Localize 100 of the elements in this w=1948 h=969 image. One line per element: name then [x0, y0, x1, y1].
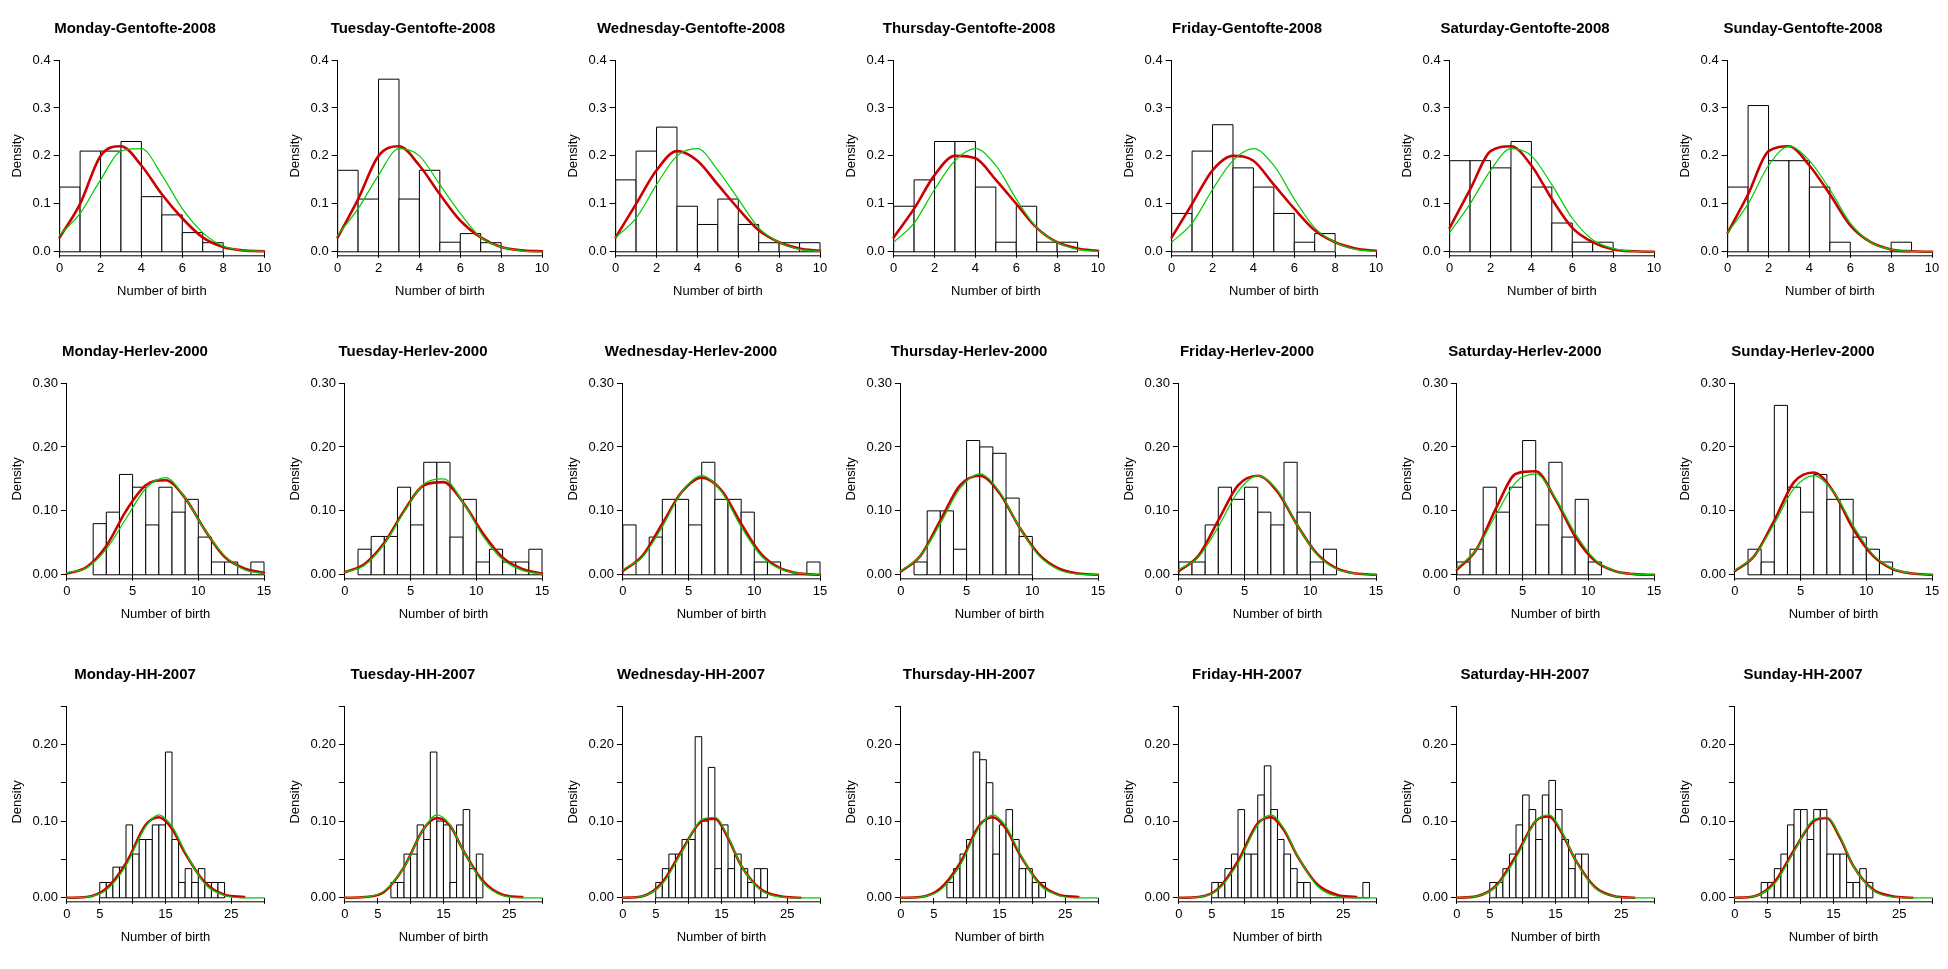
y-tick-label: 0.00	[1144, 566, 1170, 582]
x-tick-label: 25	[1335, 906, 1351, 922]
x-tick-label: 10	[1859, 583, 1874, 599]
y-tick-label: 0.10	[1422, 502, 1448, 518]
y-axis-title: Density	[1399, 456, 1415, 501]
y-tick-label: 0.10	[588, 502, 614, 518]
y-tick-label: 0.30	[32, 374, 58, 390]
y-tick-label: 0.4	[1144, 51, 1163, 67]
x-tick-label: 15	[714, 906, 729, 922]
chart-title: Monday-Gentofte-2008	[54, 19, 216, 37]
chart-title: Sunday-Herlev-2000	[1731, 342, 1875, 360]
x-tick-label: 2	[930, 260, 939, 276]
x-tick-label: 8	[219, 260, 227, 276]
x-tick-label: 0	[56, 260, 64, 276]
y-tick-label: 0.0	[1144, 243, 1163, 259]
y-tick-label: 0.00	[32, 889, 58, 905]
x-tick-label: 0	[897, 583, 905, 599]
y-tick-label: 0.00	[310, 566, 336, 582]
x-tick-label: 10	[747, 583, 762, 599]
y-axis-title: Density	[565, 779, 581, 824]
y-tick-label: 0.10	[866, 812, 892, 828]
y-tick-label: 0.0	[310, 243, 329, 259]
y-tick-label: 0.20	[866, 438, 892, 454]
x-tick-label: 15	[1826, 906, 1841, 922]
y-tick-label: 0.3	[866, 99, 885, 115]
x-tick-label: 0	[612, 260, 620, 276]
x-tick-label: 0	[1175, 906, 1183, 922]
x-axis-title: Number of birth	[1232, 928, 1323, 944]
chart-title: Friday-Gentofte-2008	[1171, 19, 1323, 37]
y-axis-title: Density	[1121, 779, 1137, 824]
y-tick-label: 0.10	[310, 502, 336, 518]
y-tick-label: 0.10	[1422, 812, 1448, 828]
y-tick-label: 0.00	[866, 889, 892, 905]
y-tick-label: 0.3	[1422, 99, 1441, 115]
x-tick-label: 2	[1208, 260, 1217, 276]
y-tick-label: 0.2	[310, 147, 329, 163]
y-tick-label: 0.3	[588, 99, 607, 115]
y-tick-label: 0.20	[310, 735, 336, 751]
x-tick-label: 10	[1924, 260, 1940, 276]
x-axis-title: Number of birth	[676, 605, 767, 621]
x-tick-label: 0	[619, 906, 627, 922]
x-tick-label: 2	[1486, 260, 1495, 276]
x-tick-label: 5	[1764, 906, 1772, 922]
y-tick-label: 0.4	[866, 51, 885, 67]
y-tick-label: 0.4	[588, 51, 607, 67]
y-axis-title: Density	[843, 779, 859, 824]
x-axis-title: Number of birth	[398, 605, 489, 621]
y-tick-label: 0.10	[1700, 812, 1726, 828]
y-axis-title: Density	[565, 133, 581, 178]
y-tick-label: 0.20	[1422, 438, 1448, 454]
x-tick-label: 8	[1053, 260, 1061, 276]
y-tick-label: 0.1	[310, 195, 329, 211]
x-axis-title: Number of birth	[398, 928, 489, 944]
y-tick-label: 0.4	[32, 51, 51, 67]
x-tick-label: 10	[1025, 583, 1040, 599]
x-axis-title: Number of birth	[120, 605, 211, 621]
y-tick-label: 0.30	[588, 374, 614, 390]
x-tick-label: 10	[1646, 260, 1662, 276]
x-tick-label: 6	[456, 260, 464, 276]
x-tick-label: 5	[1208, 906, 1216, 922]
x-axis-title: Number of birth	[676, 928, 767, 944]
x-tick-label: 10	[1368, 260, 1384, 276]
chart-title: Wednesday-Gentofte-2008	[596, 19, 786, 37]
y-axis-title: Density	[9, 779, 25, 824]
chart-title: Friday-Herlev-2000	[1179, 342, 1315, 360]
y-tick-label: 0.00	[866, 566, 892, 582]
x-tick-label: 0	[341, 906, 349, 922]
x-tick-label: 0	[1731, 583, 1739, 599]
y-tick-label: 0.2	[1144, 147, 1163, 163]
y-tick-label: 0.20	[310, 438, 336, 454]
y-tick-label: 0.0	[588, 243, 607, 259]
x-axis-title: Number of birth	[673, 282, 763, 298]
y-tick-label: 0.3	[1144, 99, 1163, 115]
y-tick-label: 0.00	[1422, 566, 1448, 582]
y-axis-title: Density	[1399, 133, 1415, 178]
y-tick-label: 0.20	[866, 735, 892, 751]
x-tick-label: 4	[137, 260, 146, 276]
x-axis-title: Number of birth	[1507, 282, 1597, 298]
y-tick-label: 0.00	[310, 889, 336, 905]
y-tick-label: 0.20	[1700, 438, 1726, 454]
x-tick-label: 0	[1724, 260, 1732, 276]
y-tick-label: 0.3	[310, 99, 329, 115]
x-tick-label: 10	[1090, 260, 1106, 276]
x-tick-label: 4	[1805, 260, 1814, 276]
x-tick-label: 10	[812, 260, 828, 276]
x-tick-label: 15	[812, 583, 828, 599]
x-tick-label: 2	[652, 260, 661, 276]
y-tick-label: 0.10	[588, 812, 614, 828]
x-tick-label: 0	[1731, 906, 1739, 922]
x-tick-label: 6	[1290, 260, 1298, 276]
x-axis-title: Number of birth	[395, 282, 485, 298]
x-tick-label: 15	[1368, 583, 1384, 599]
x-tick-label: 5	[406, 583, 415, 599]
y-tick-label: 0.00	[1422, 889, 1448, 905]
y-tick-label: 0.20	[1422, 735, 1448, 751]
x-tick-label: 5	[1240, 583, 1249, 599]
x-tick-label: 15	[992, 906, 1007, 922]
x-tick-label: 25	[1891, 906, 1907, 922]
x-tick-label: 25	[501, 906, 517, 922]
x-tick-label: 5	[128, 583, 137, 599]
